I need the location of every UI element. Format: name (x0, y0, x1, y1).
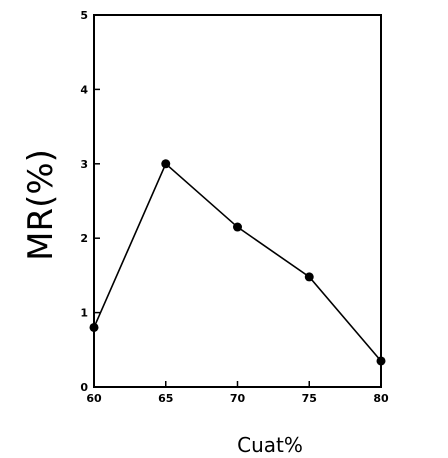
plot-frame (93, 14, 382, 388)
x-tick-label: 80 (373, 392, 389, 405)
x-tick-label: 75 (302, 392, 317, 405)
data-point (161, 159, 171, 169)
y-axis-ticks: 0 1 2 3 4 5 (80, 9, 100, 394)
x-axis-title: Cuat% (237, 433, 303, 457)
y-tick-label: 0 (80, 381, 88, 394)
y-axis-title: MR(%) (21, 149, 61, 261)
y-tick-label: 4 (80, 83, 88, 96)
y-tick-label: 1 (80, 307, 88, 320)
series-line (93, 162, 382, 362)
data-point (304, 272, 314, 282)
x-tick-label: 65 (158, 392, 173, 405)
data-point (233, 222, 242, 232)
y-tick-label: 5 (80, 9, 88, 22)
data-point (376, 356, 386, 366)
series-layer (89, 159, 386, 366)
y-tick-label: 3 (80, 158, 88, 171)
x-tick-label: 60 (86, 392, 102, 405)
x-tick-label: 70 (230, 392, 246, 405)
x-axis-ticks: 60 65 70 75 80 (86, 381, 389, 405)
y-tick-label: 2 (80, 232, 88, 245)
data-point (89, 322, 99, 332)
